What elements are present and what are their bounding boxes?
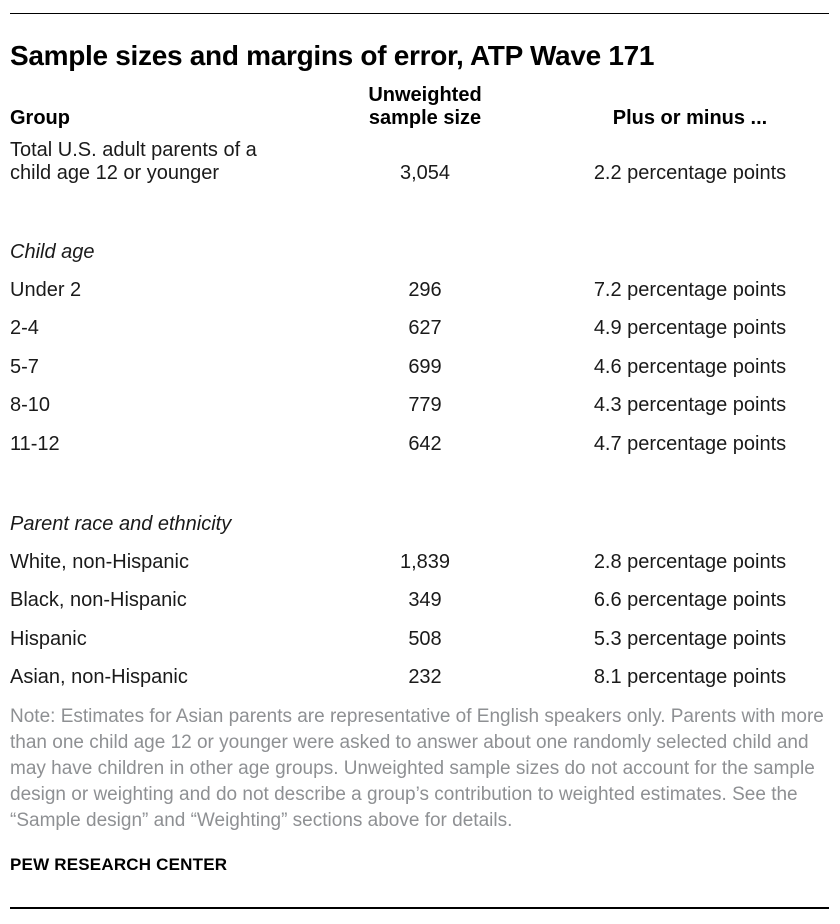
- row-group-label: 2-4: [10, 317, 39, 340]
- row-group-label: Asian, non-Hispanic: [10, 666, 188, 689]
- row-margin-of-error: 2.8 percentage points: [593, 550, 787, 573]
- table-row-total: Total U.S. adult parents of a child age …: [10, 139, 830, 185]
- row-margin-of-error: 2.2 percentage points: [593, 162, 787, 184]
- table-row: Black, non-Hispanic 349 6.6 percentage p…: [10, 575, 830, 614]
- row-sample-size: 508: [408, 627, 442, 650]
- table-row: 5-7 699 4.6 percentage points: [10, 341, 830, 380]
- table-row: 8-10 779 4.3 percentage points: [10, 380, 830, 419]
- col-header-margin-of-error: Plus or minus ...: [612, 107, 768, 129]
- row-margin-of-error: 8.1 percentage points: [593, 666, 787, 689]
- source-attribution: PEW RESEARCH CENTER: [10, 855, 228, 875]
- row-margin-of-error: 5.3 percentage points: [593, 627, 787, 650]
- row-group-label: Total U.S. adult parents of a child age …: [10, 139, 257, 184]
- row-margin-of-error: 7.2 percentage points: [593, 278, 787, 301]
- table-row: Hispanic 508 5.3 percentage points: [10, 613, 830, 652]
- section-label-parent-race-ethnicity: Parent race and ethnicity: [10, 512, 232, 535]
- table-row: 11-12 642 4.7 percentage points: [10, 418, 830, 457]
- row-group-label: Under 2: [10, 278, 82, 301]
- row-group-label: Black, non-Hispanic: [10, 589, 187, 612]
- row-margin-of-error: 4.7 percentage points: [593, 432, 787, 455]
- col-header-sample-size-line1: Unweighted: [368, 84, 482, 106]
- row-margin-of-error: 4.6 percentage points: [593, 355, 787, 378]
- figure-note: Note: Estimates for Asian parents are re…: [10, 706, 824, 831]
- row-sample-size: 642: [408, 432, 442, 455]
- row-sample-size: 779: [408, 394, 442, 417]
- table-row: 2-4 627 4.9 percentage points: [10, 303, 830, 342]
- row-group-label: Hispanic: [10, 627, 87, 650]
- section-label-child-age: Child age: [10, 241, 95, 263]
- row-sample-size: 232: [408, 666, 442, 689]
- table-row: Asian, non-Hispanic 232 8.1 percentage p…: [10, 652, 830, 691]
- row-margin-of-error: 4.3 percentage points: [593, 394, 787, 417]
- col-header-sample-size: Unweighted sample size: [330, 84, 520, 130]
- row-sample-size: 296: [408, 278, 442, 301]
- col-header-sample-size-line2: sample size: [368, 107, 482, 129]
- row-sample-size: 627: [408, 317, 442, 340]
- table-row: White, non-Hispanic 1,839 2.8 percentage…: [10, 536, 830, 575]
- bottom-divider: [10, 907, 829, 909]
- row-group-label: 11-12: [10, 432, 60, 455]
- row-sample-size: 349: [408, 589, 442, 612]
- row-group-label: 8-10: [10, 394, 51, 417]
- table-header-row: Group Unweighted sample size Plus or min…: [10, 84, 830, 130]
- row-margin-of-error: 4.9 percentage points: [593, 317, 787, 340]
- table-row: Under 2 296 7.2 percentage points: [10, 264, 830, 303]
- figure-title: Sample sizes and margins of error, ATP W…: [10, 40, 655, 71]
- row-group-label: 5-7: [10, 355, 39, 378]
- col-header-group: Group: [10, 107, 70, 129]
- top-divider: [10, 13, 829, 14]
- row-group-label: White, non-Hispanic: [10, 550, 189, 573]
- row-sample-size: 699: [408, 355, 442, 378]
- row-sample-size: 3,054: [399, 162, 451, 184]
- row-margin-of-error: 6.6 percentage points: [593, 589, 787, 612]
- row-sample-size: 1,839: [399, 550, 451, 573]
